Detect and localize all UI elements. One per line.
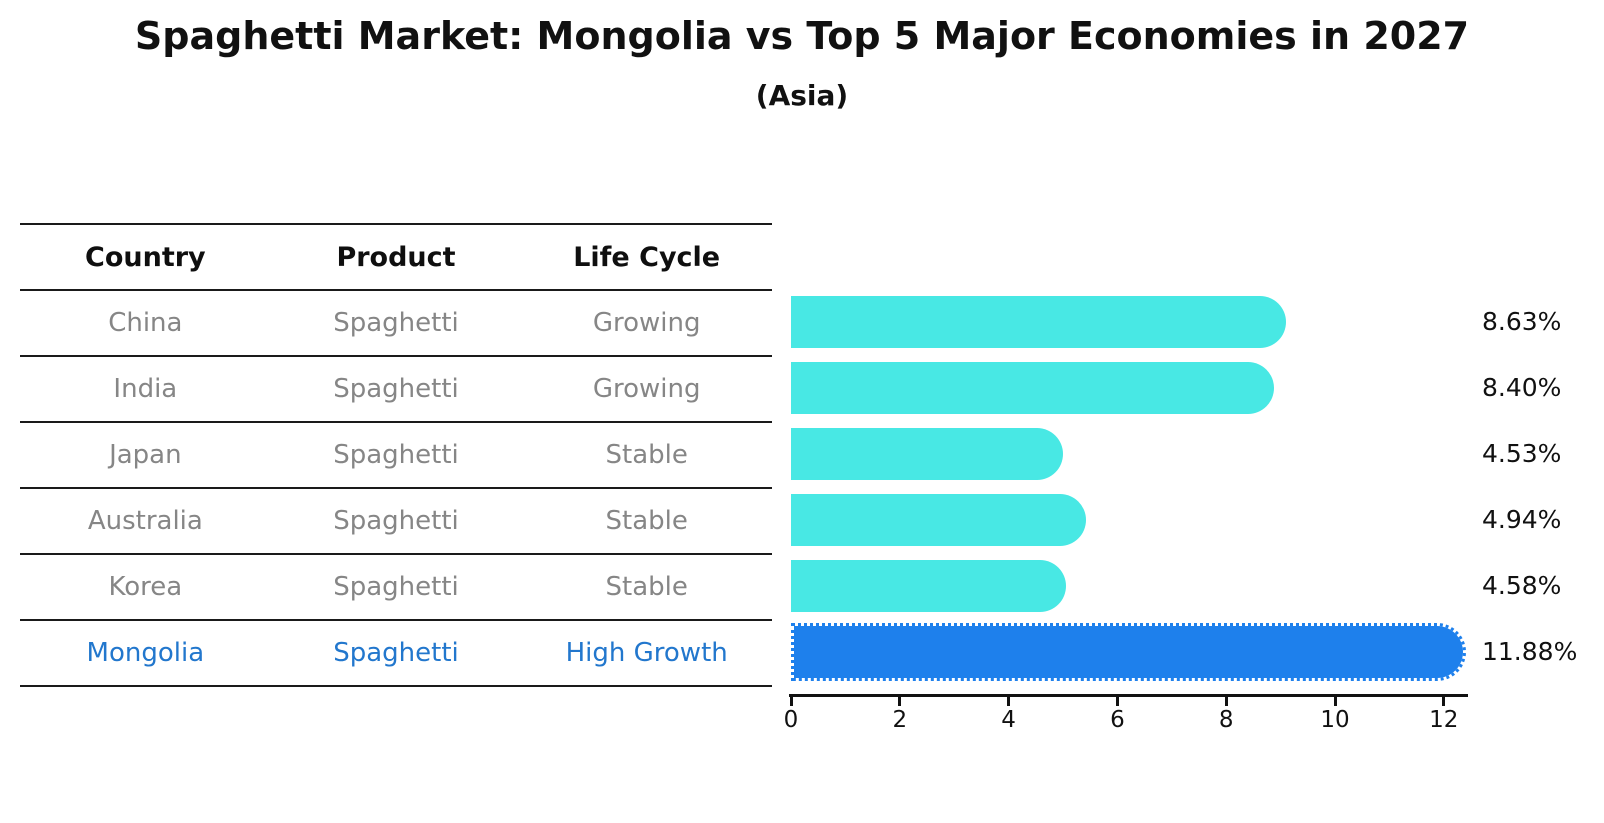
- table-cell-life-cycle: Stable: [605, 506, 688, 536]
- bar-value-label: 4.94%: [1482, 505, 1562, 534]
- x-axis-tick: [1333, 697, 1337, 706]
- bar-mongolia: [791, 623, 1467, 681]
- table-cell-product: Spaghetti: [333, 638, 459, 668]
- x-axis-tick: [1115, 697, 1119, 706]
- x-axis-tick: [898, 697, 902, 706]
- bar-australia: [791, 494, 1086, 546]
- table-cell-product: Spaghetti: [333, 506, 459, 536]
- bar-value-label: 8.40%: [1482, 373, 1562, 402]
- bar-value-label: 8.63%: [1482, 307, 1562, 336]
- bar-japan: [791, 428, 1064, 480]
- table-header-row: Country Product Life Cycle: [20, 225, 772, 291]
- table-row-japan: Japan Spaghetti Stable: [20, 423, 772, 489]
- table-cell-product: Spaghetti: [333, 308, 459, 338]
- table-row-australia: Australia Spaghetti Stable: [20, 489, 772, 555]
- bar-india: [791, 362, 1274, 414]
- x-axis-tick-label: 6: [1110, 707, 1125, 733]
- bar-china: [791, 296, 1287, 348]
- bar-value-label: 4.58%: [1482, 571, 1562, 600]
- chart-title: Spaghetti Market: Mongolia vs Top 5 Majo…: [134, 14, 1470, 58]
- x-axis-tick-label: 2: [892, 707, 908, 733]
- table-row-mongolia: Mongolia Spaghetti High Growth: [20, 621, 772, 687]
- x-axis-spine: [789, 694, 1468, 697]
- table-header-cell: Country: [85, 241, 206, 273]
- table-cell-country: India: [113, 374, 178, 404]
- bar-value-label: 11.88%: [1482, 637, 1578, 666]
- table-header-cell: Product: [336, 241, 456, 273]
- x-axis-tick: [789, 697, 793, 706]
- table-cell-life-cycle: Growing: [592, 308, 701, 338]
- table-cell-life-cycle: Stable: [605, 440, 688, 470]
- table-cell-life-cycle: Stable: [605, 572, 688, 602]
- table-row-india: India Spaghetti Growing: [20, 357, 772, 423]
- table-cell-product: Spaghetti: [333, 440, 459, 470]
- x-axis-tick-label: 10: [1320, 707, 1350, 733]
- table-cell-product: Spaghetti: [333, 374, 459, 404]
- x-axis-tick-label: 4: [1001, 707, 1016, 733]
- x-axis-tick-label: 12: [1429, 707, 1459, 733]
- country-table: Country Product Life Cycle China Spaghetti G…: [20, 223, 772, 687]
- table-cell-country: Korea: [108, 572, 183, 602]
- bar-value-label: 4.53%: [1482, 439, 1562, 468]
- x-axis-tick-label: 8: [1218, 707, 1234, 733]
- table-cell-country: Mongolia: [86, 638, 205, 668]
- table-row-korea: Korea Spaghetti Stable: [20, 555, 772, 621]
- bar-korea: [791, 560, 1067, 612]
- x-axis-tick-label: 0: [783, 707, 799, 733]
- x-axis-tick: [1224, 697, 1228, 706]
- chart-subtitle: (Asia): [755, 79, 849, 112]
- x-axis-tick: [1442, 697, 1446, 706]
- x-axis-tick: [1007, 697, 1011, 706]
- table-cell-country: Australia: [87, 506, 203, 536]
- table-header-cell: Life Cycle: [573, 241, 721, 273]
- table-cell-life-cycle: High Growth: [565, 638, 728, 668]
- table-cell-country: China: [108, 308, 183, 338]
- table-cell-life-cycle: Growing: [592, 374, 701, 404]
- table-cell-product: Spaghetti: [333, 572, 459, 602]
- table-body: China Spaghetti Growing India Spaghetti Growi…: [20, 291, 772, 687]
- table-row-china: China Spaghetti Growing: [20, 291, 772, 357]
- table-cell-country: Japan: [109, 440, 182, 470]
